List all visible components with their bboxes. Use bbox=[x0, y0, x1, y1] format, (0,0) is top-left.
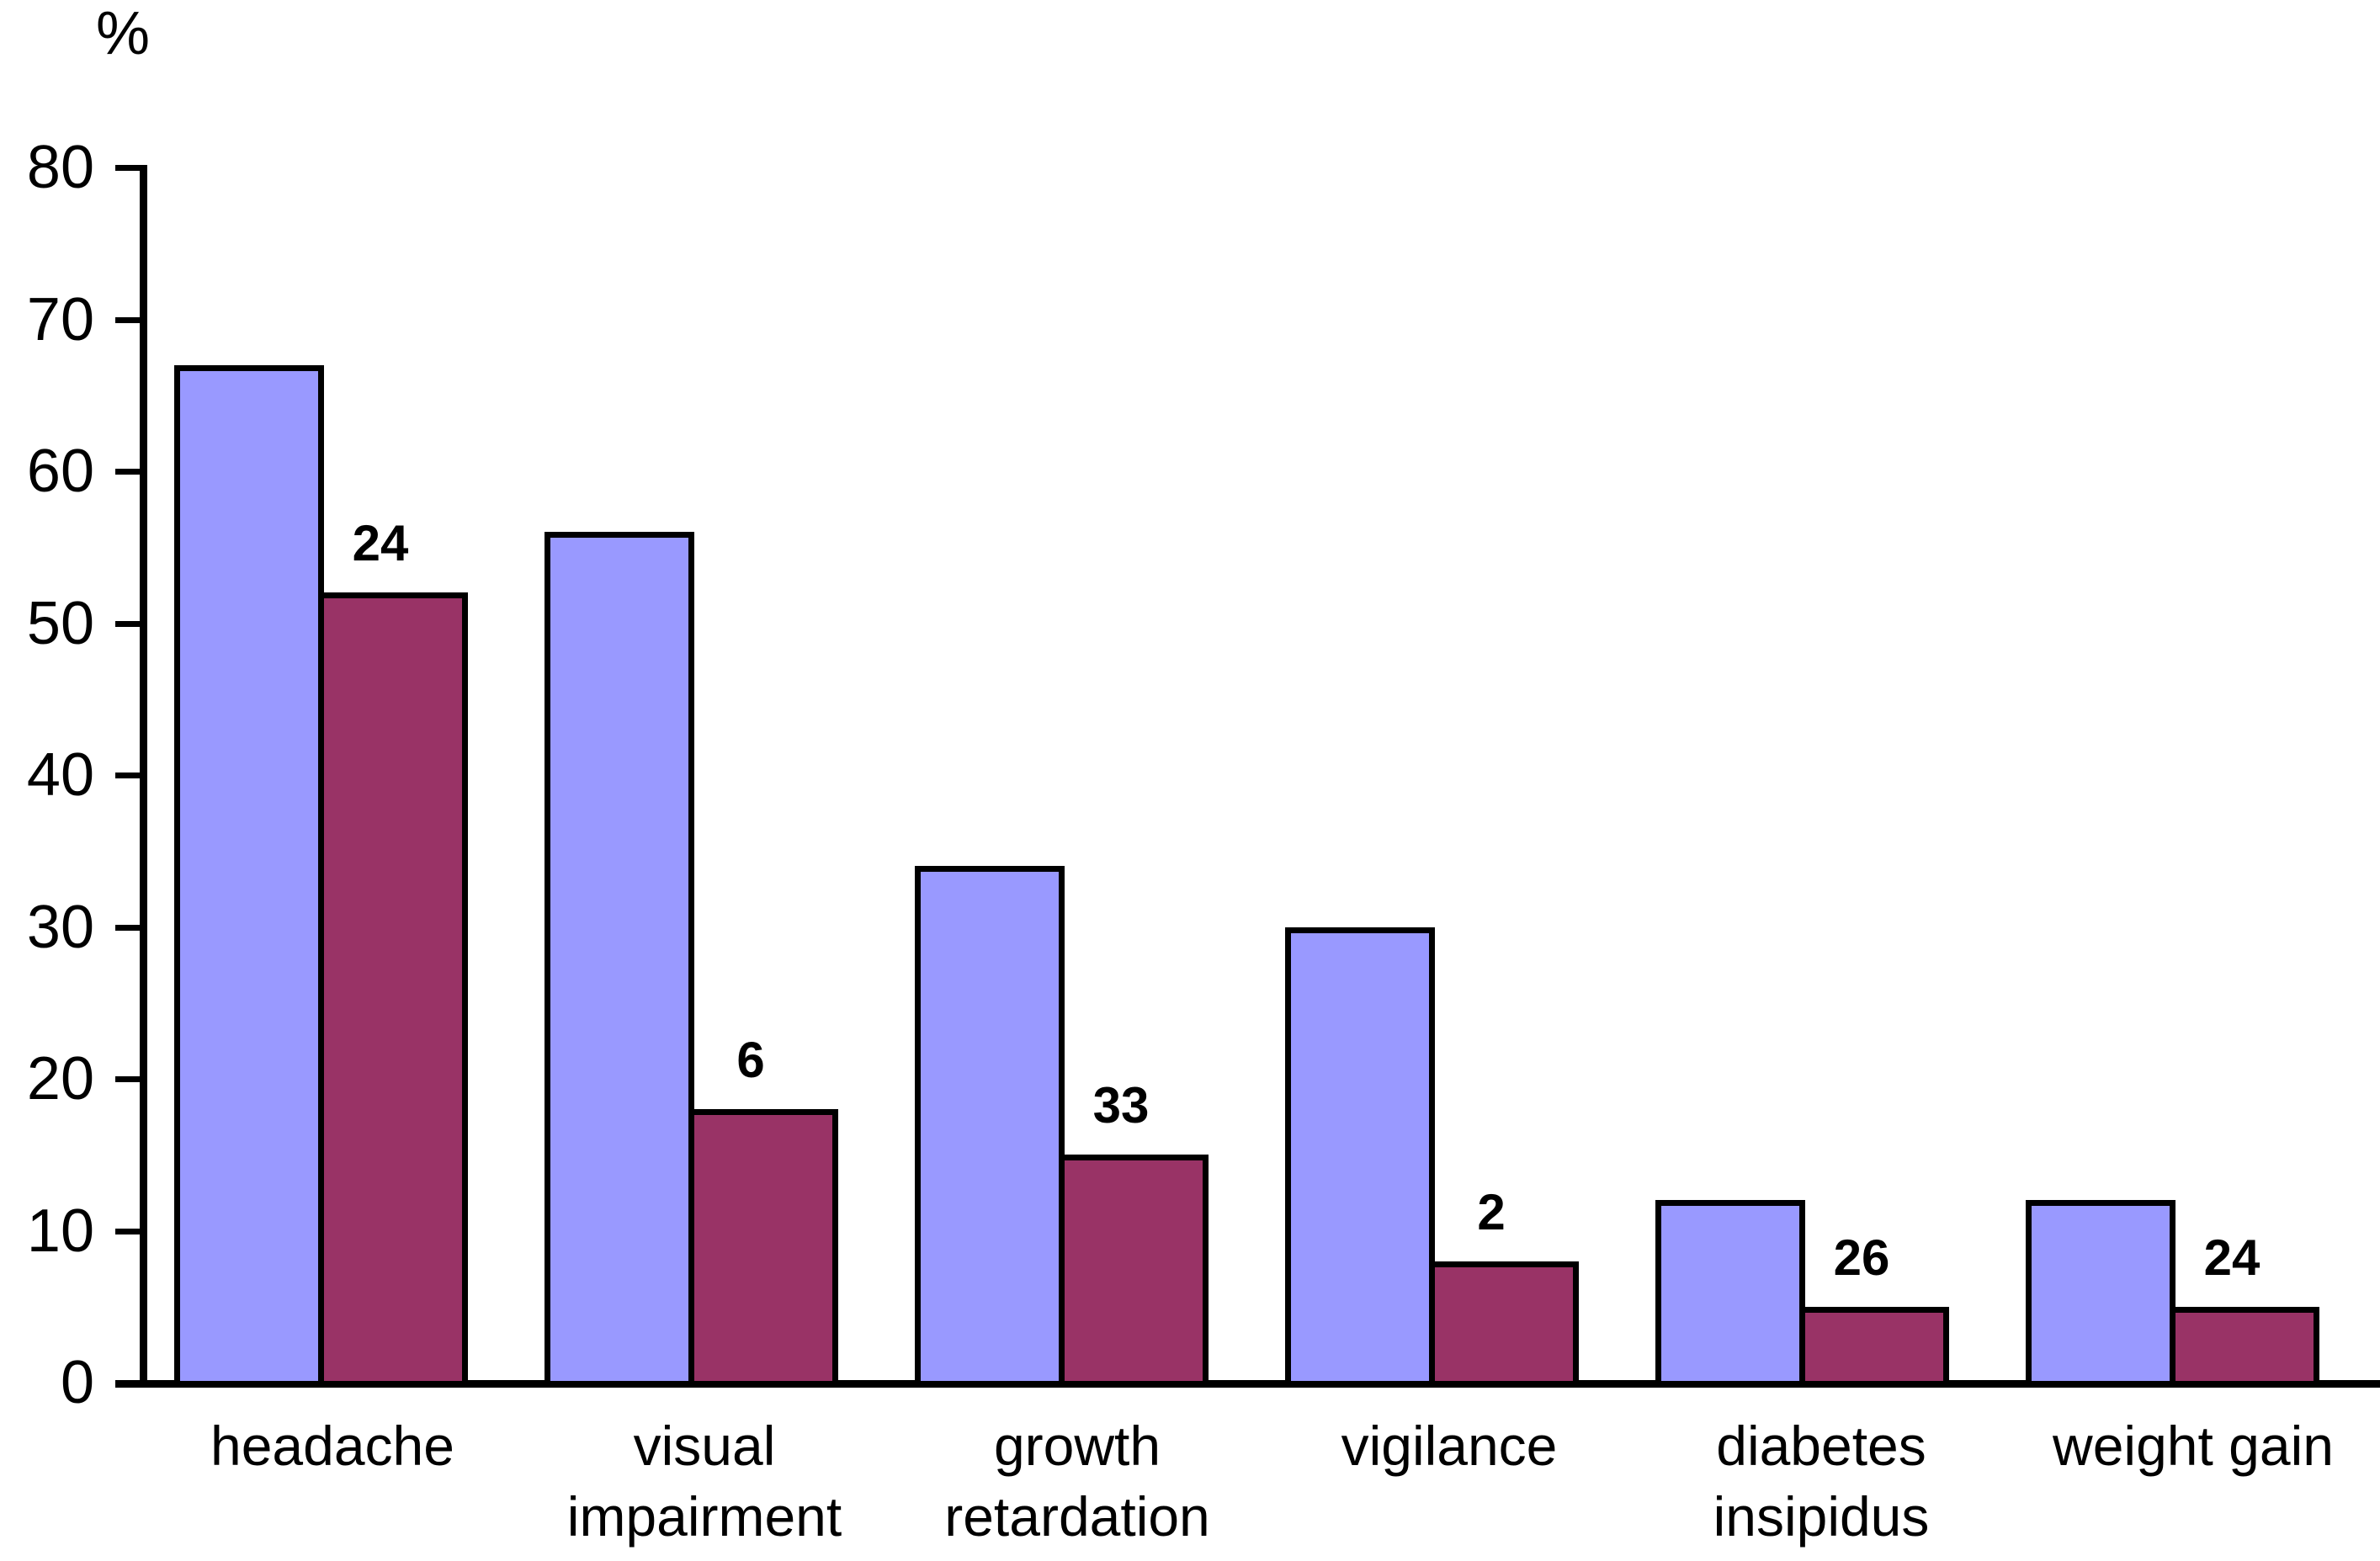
y-tick-60 bbox=[115, 469, 143, 475]
y-tick-label-40: 40 bbox=[26, 741, 94, 809]
x-axis-line bbox=[115, 1380, 2380, 1388]
y-axis-line bbox=[140, 165, 147, 1388]
bar-growth-retardation-series-2 bbox=[1059, 1155, 1209, 1387]
bar-visual-impairment-series-2 bbox=[688, 1109, 838, 1387]
bar-growth-retardation-series-1 bbox=[915, 866, 1065, 1387]
bar-label-headache: 24 bbox=[352, 515, 409, 571]
bar-weight-gain-series-2 bbox=[2170, 1307, 2319, 1387]
category-label-visual-impairment: visual impairment bbox=[566, 1415, 842, 1548]
bar-label-visual-impairment: 6 bbox=[736, 1032, 765, 1088]
y-tick-label-80: 80 bbox=[26, 134, 94, 201]
bar-vigilance-series-1 bbox=[1285, 927, 1435, 1387]
y-tick-10 bbox=[115, 1229, 143, 1234]
y-tick-40 bbox=[115, 773, 143, 778]
bar-label-weight-gain: 24 bbox=[2203, 1229, 2260, 1286]
y-tick-20 bbox=[115, 1076, 143, 1082]
y-tick-label-20: 20 bbox=[26, 1045, 94, 1112]
bar-diabetes-insipidus-series-1 bbox=[1655, 1200, 1805, 1387]
bar-headache-series-2 bbox=[318, 592, 468, 1387]
category-label-weight-gain: weight gain bbox=[2053, 1415, 2334, 1477]
y-tick-0 bbox=[115, 1380, 143, 1386]
y-axis-title: % bbox=[95, 0, 151, 67]
y-tick-70 bbox=[115, 317, 143, 323]
bar-label-growth-retardation: 33 bbox=[1092, 1077, 1150, 1134]
bar-vigilance-series-2 bbox=[1429, 1261, 1579, 1387]
bar-visual-impairment-series-1 bbox=[545, 532, 694, 1387]
y-tick-label-30: 30 bbox=[26, 894, 94, 961]
y-tick-label-70: 70 bbox=[26, 286, 94, 353]
category-label-diabetes-insipidus: diabetes insipidus bbox=[1713, 1415, 1930, 1548]
bar-weight-gain-series-1 bbox=[2026, 1200, 2175, 1387]
y-tick-label-0: 0 bbox=[60, 1349, 94, 1416]
bar-label-diabetes-insipidus: 26 bbox=[1833, 1229, 1890, 1286]
y-tick-50 bbox=[115, 621, 143, 627]
y-tick-label-50: 50 bbox=[26, 590, 94, 657]
y-tick-30 bbox=[115, 925, 143, 931]
y-tick-80 bbox=[115, 165, 143, 171]
category-label-vigilance: vigilance bbox=[1341, 1415, 1558, 1477]
category-label-headache: headache bbox=[210, 1415, 454, 1477]
category-label-growth-retardation: growth retardation bbox=[944, 1415, 1210, 1548]
bar-headache-series-1 bbox=[174, 365, 324, 1387]
y-tick-label-60: 60 bbox=[26, 438, 94, 505]
bar-label-vigilance: 2 bbox=[1477, 1184, 1506, 1240]
y-tick-label-10: 10 bbox=[26, 1197, 94, 1265]
bar-diabetes-insipidus-series-2 bbox=[1799, 1307, 1949, 1387]
